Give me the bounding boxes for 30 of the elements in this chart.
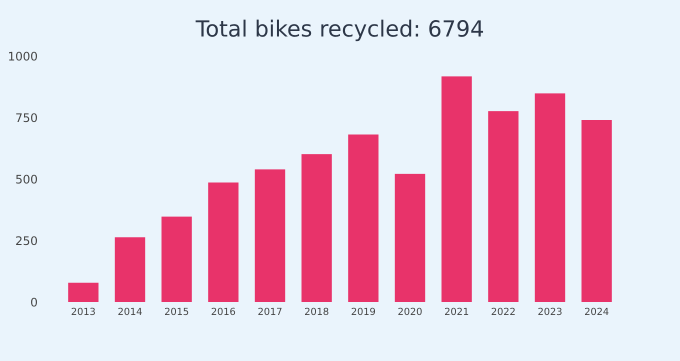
y-tick-label: 250 — [16, 236, 37, 246]
bar — [302, 154, 332, 302]
x-tick-label: 2021 — [445, 308, 468, 316]
bar — [162, 216, 192, 302]
x-tick-label: 2023 — [538, 308, 562, 316]
x-tick-label: 2013 — [72, 308, 95, 316]
y-tick-label: 0 — [31, 298, 37, 307]
bar — [348, 134, 378, 302]
y-tick-label: 500 — [16, 174, 37, 184]
x-tick-label: 2017 — [258, 308, 282, 316]
y-tick-label: 1000 — [9, 52, 37, 61]
bar — [534, 93, 566, 302]
bar — [68, 282, 98, 302]
x-tick-label: 2018 — [305, 308, 328, 316]
x-tick-label: 2020 — [398, 308, 422, 316]
x-tick-label: 2015 — [165, 308, 188, 316]
x-tick-label: 2016 — [212, 308, 236, 316]
bar — [488, 111, 518, 302]
bar — [254, 169, 286, 302]
bar — [394, 174, 426, 302]
bar — [114, 237, 146, 302]
x-tick-label: 2014 — [118, 308, 142, 316]
bar — [442, 76, 472, 302]
y-tick-label: 750 — [16, 113, 37, 122]
x-tick-label: 2024 — [585, 308, 608, 316]
bar — [208, 182, 238, 302]
x-tick-label: 2022 — [492, 308, 515, 316]
bar — [582, 120, 612, 302]
chart-title: Total bikes recycled: 6794 — [196, 20, 484, 42]
x-tick-label: 2019 — [352, 308, 376, 316]
